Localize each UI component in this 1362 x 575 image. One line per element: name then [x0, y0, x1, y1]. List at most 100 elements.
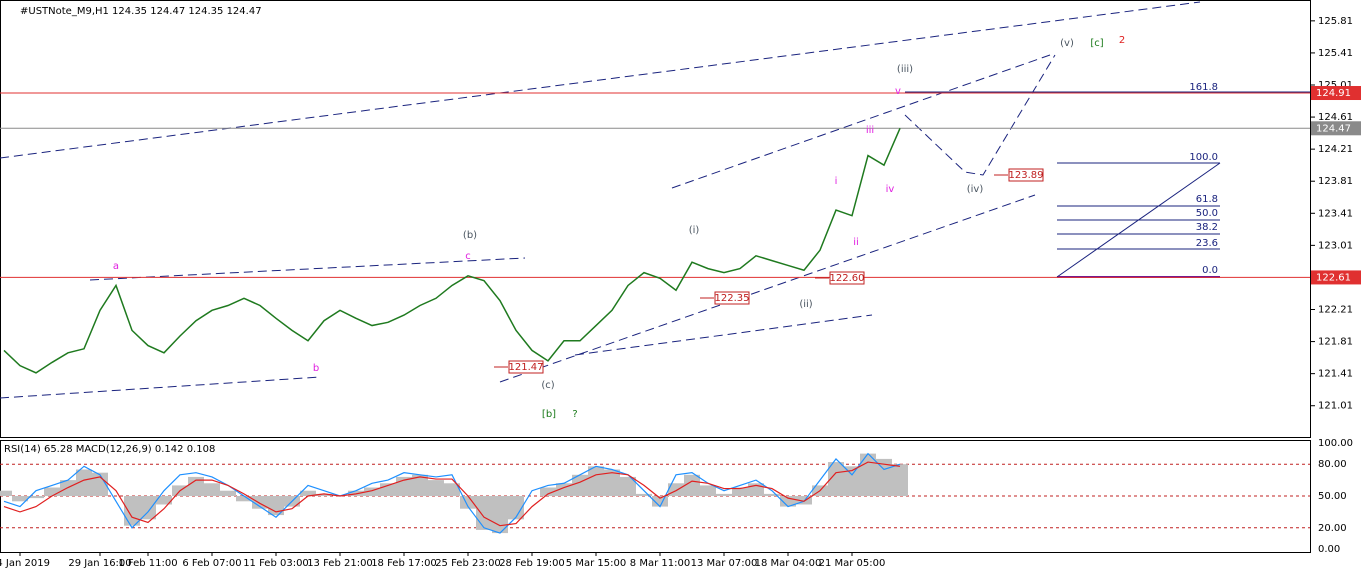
- macd-bar: [44, 487, 60, 496]
- macd-bar: [684, 474, 700, 496]
- macd-bar: [76, 469, 92, 496]
- chart-title: #USTNote_M9,H1 124.35 124.47 124.35 124.…: [20, 6, 262, 17]
- fib-label: 50.0: [1196, 208, 1218, 219]
- macd-bar: [652, 496, 668, 507]
- macd-bar: [316, 493, 332, 496]
- price-tag: [508, 360, 544, 374]
- macd-bar: [364, 487, 380, 496]
- macd-bar: [540, 487, 556, 496]
- y-tick-label: 123.01: [1318, 240, 1353, 251]
- macd-bar: [204, 483, 220, 496]
- y-tick-label: 121.41: [1318, 369, 1353, 380]
- wave-label: a: [113, 261, 119, 272]
- y-tick-label: 123.41: [1318, 208, 1353, 219]
- wave-label: (c): [541, 380, 554, 391]
- macd-bar: [0, 490, 12, 496]
- y-tick-label: 125.01: [1318, 80, 1353, 91]
- macd-bar: [796, 496, 812, 505]
- y-tick-label: 121.01: [1318, 401, 1353, 412]
- fib-label: 61.8: [1196, 194, 1218, 205]
- macd-bar: [732, 487, 748, 496]
- macd-bar: [476, 496, 492, 530]
- macd-bar: [92, 472, 108, 496]
- main-pane: [0, 0, 1311, 438]
- y-tick-label: 124.21: [1318, 144, 1353, 155]
- wave-label: c: [465, 251, 471, 262]
- macd-bar: [636, 493, 652, 496]
- y-tick-label: 100.00: [1318, 438, 1353, 449]
- y-tick-label: 121.81: [1318, 337, 1353, 348]
- indicator-line: [3, 461, 901, 527]
- macd-bar: [780, 496, 796, 507]
- y-tick-label: 50.00: [1318, 491, 1347, 502]
- x-tick-label: 13 Feb 21:00: [307, 558, 373, 569]
- fib-label: 100.0: [1189, 152, 1218, 163]
- y-tick-label: 125.81: [1318, 16, 1353, 27]
- price-tag-label: 123.89: [1009, 170, 1044, 181]
- macd-bar: [828, 462, 844, 496]
- level-label: 124.47: [1316, 123, 1351, 134]
- trendlines: [0, 1, 1310, 399]
- fib-label: 23.6: [1196, 238, 1218, 249]
- wave-label: (v): [1060, 38, 1074, 49]
- macd-bar: [156, 496, 172, 505]
- y-tick-label: 20.00: [1318, 523, 1347, 534]
- wave-label: (i): [689, 225, 700, 236]
- wave-label: v: [895, 86, 901, 97]
- macd-bar: [700, 485, 716, 496]
- macd-bar: [236, 496, 252, 502]
- macd-bar: [428, 480, 444, 496]
- x-tick-label: 29 Jan 16:00: [68, 558, 131, 569]
- x-tick-label: 5 Mar 15:00: [566, 558, 626, 569]
- price-tag-label: 121.47: [509, 362, 544, 373]
- macd-bar: [508, 496, 524, 520]
- y-tick-label: 122.21: [1318, 305, 1353, 316]
- x-tick-label: 6 Feb 07:00: [182, 558, 241, 569]
- x-tick-label: 18 Mar 04:00: [755, 558, 822, 569]
- fib-label: 38.2: [1196, 222, 1218, 233]
- level-tag: [1311, 86, 1361, 101]
- macd-bar: [892, 464, 908, 496]
- wave-label: ii: [853, 237, 859, 248]
- macd-bar: [764, 493, 780, 496]
- y-tick-label: 80.00: [1318, 459, 1347, 470]
- price-tag: [829, 271, 865, 285]
- x-tick-label: 1 Feb 11:00: [118, 558, 177, 569]
- wave-label: 2: [1119, 35, 1125, 46]
- macd-bar: [12, 496, 28, 502]
- macd-bar: [412, 474, 428, 496]
- level-tag: [1311, 270, 1361, 285]
- price-tag: [714, 291, 750, 305]
- x-tick-label: 11 Feb 03:00: [243, 558, 309, 569]
- level-label: 122.61: [1316, 272, 1351, 283]
- wave-label: (b): [463, 230, 477, 241]
- macd-bar: [220, 490, 236, 496]
- y-tick-label: 0.00: [1318, 544, 1340, 555]
- price-line: [3, 127, 901, 374]
- wave-label: [b]: [542, 409, 556, 420]
- x-tick-label: 8 Mar 11:00: [630, 558, 690, 569]
- macd-bar: [140, 496, 156, 520]
- macd-bar: [300, 490, 316, 496]
- wave-label: (ii): [799, 299, 812, 310]
- wave-label: b: [313, 363, 319, 374]
- macd-bar: [620, 476, 636, 496]
- fib-label: 0.0: [1202, 265, 1218, 276]
- x-tick-label: 18 Feb 17:00: [371, 558, 437, 569]
- wave-label: [c]: [1090, 38, 1103, 49]
- wave-label: iv: [886, 184, 895, 195]
- x-tick-label: 24 Jan 2019: [0, 558, 50, 569]
- macd-bar: [604, 469, 620, 496]
- fib-label: 161.8: [1189, 82, 1218, 93]
- x-tick-label: 13 Mar 07:00: [691, 558, 758, 569]
- macd-bar: [188, 476, 204, 496]
- y-tick-label: 125.41: [1318, 48, 1353, 59]
- price-tag: [1008, 168, 1044, 182]
- price-tag-label: 122.35: [715, 293, 750, 304]
- wave-label: (iii): [897, 64, 913, 75]
- indicator-title: RSI(14) 65.28 MACD(12,26,9) 0.142 0.108: [4, 444, 215, 455]
- level-label: 124.91: [1316, 88, 1351, 99]
- macd-bar: [588, 466, 604, 496]
- wave-label: iii: [866, 125, 874, 136]
- level-tag: [1311, 121, 1361, 136]
